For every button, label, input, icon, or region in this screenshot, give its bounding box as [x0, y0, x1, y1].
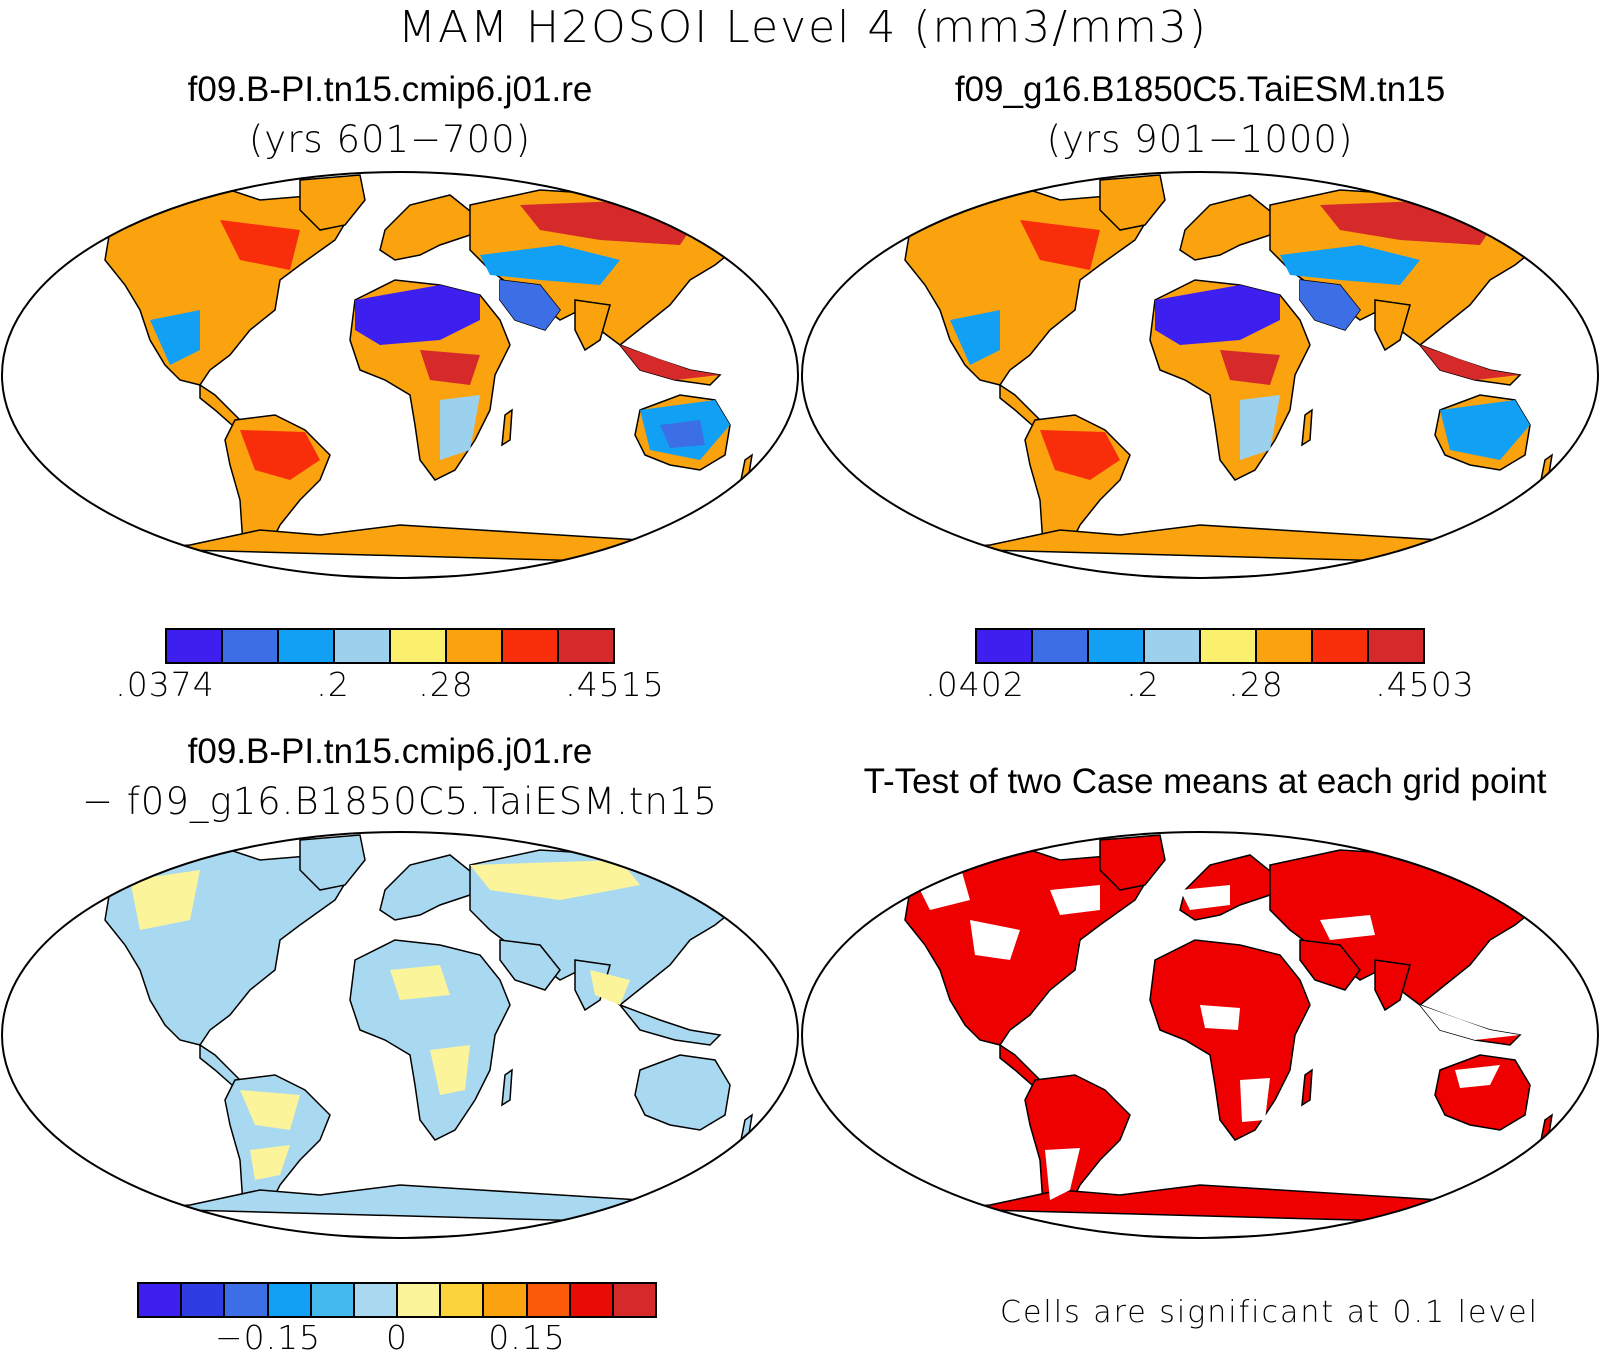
- colorbar-swatch: [447, 630, 503, 662]
- colorbar-swatch: [279, 630, 335, 662]
- colorbar-1-tick-label: .4515: [565, 665, 665, 704]
- colorbar-swatch: [977, 630, 1033, 662]
- colorbar-swatch: [1201, 630, 1257, 662]
- colorbar-2-tick-label: .2: [1126, 665, 1160, 704]
- colorbar-swatch: [167, 630, 223, 662]
- colorbar-swatch: [223, 630, 279, 662]
- colorbar-swatch: [398, 1284, 442, 1316]
- colorbar-swatch: [391, 630, 447, 662]
- colorbar-swatch: [1257, 630, 1313, 662]
- colorbar-swatch: [139, 1284, 183, 1316]
- colorbar-3-tick-label: 0.15: [488, 1318, 566, 1357]
- map-panel-4: [801, 831, 1599, 1239]
- colorbar-2-tick-label: .0402: [925, 665, 1025, 704]
- colorbar-1-tick-label: .2: [316, 665, 350, 704]
- colorbar-swatch: [570, 1284, 614, 1316]
- significance-note: Cells are significant at 0.1 level: [1000, 1295, 1539, 1330]
- colorbar-swatch: [1089, 630, 1145, 662]
- colorbar-swatch: [225, 1284, 269, 1316]
- colorbar-swatch: [354, 1284, 399, 1316]
- colorbar-panel-3: [137, 1282, 657, 1318]
- colorbar-3-tick-label: 0: [386, 1318, 408, 1357]
- colorbar-swatch: [503, 630, 559, 662]
- colorbar-1-tick-label: .0374: [115, 665, 215, 704]
- map-panel-2: [801, 171, 1599, 579]
- colorbar-swatch: [484, 1284, 528, 1316]
- colorbar-swatch: [1033, 630, 1089, 662]
- map-panel-1: [1, 171, 799, 579]
- colorbar-2-tick-label: .28: [1228, 665, 1284, 704]
- colorbar-panel-2: [975, 628, 1425, 664]
- panel-2-subtitle: (yrs 901−1000): [1046, 118, 1354, 161]
- colorbar-swatch: [527, 1284, 571, 1316]
- panel-4-title: T-Test of two Case means at each grid po…: [863, 762, 1547, 801]
- colorbar-swatch: [182, 1284, 226, 1316]
- panel-2-title: f09_g16.B1850C5.TaiESM.tn15: [954, 70, 1446, 109]
- map-panel-3: [1, 831, 799, 1239]
- colorbar-3-tick-label: −0.15: [214, 1318, 322, 1357]
- colorbar-swatch: [268, 1284, 312, 1316]
- colorbar-swatch: [613, 1284, 656, 1316]
- panel-3-subtitle: − f09_g16.B1850C5.TaiESM.tn15: [82, 780, 718, 823]
- colorbar-1-tick-label: .28: [418, 665, 474, 704]
- colorbar-swatch: [311, 1284, 355, 1316]
- colorbar-panel-1: [165, 628, 615, 664]
- colorbar-swatch: [1369, 630, 1423, 662]
- colorbar-swatch: [1145, 630, 1201, 662]
- colorbar-2-tick-label: .4503: [1375, 665, 1475, 704]
- colorbar-swatch: [441, 1284, 485, 1316]
- colorbar-swatch: [335, 630, 391, 662]
- panel-3-title: f09.B-PI.tn15.cmip6.j01.re: [187, 732, 593, 771]
- panel-1-subtitle: (yrs 601−700): [248, 118, 532, 161]
- figure-title: MAM H2OSOI Level 4 (mm3/mm3): [398, 2, 1208, 53]
- colorbar-swatch: [1313, 630, 1369, 662]
- panel-1-title: f09.B-PI.tn15.cmip6.j01.re: [187, 70, 593, 109]
- colorbar-swatch: [559, 630, 613, 662]
